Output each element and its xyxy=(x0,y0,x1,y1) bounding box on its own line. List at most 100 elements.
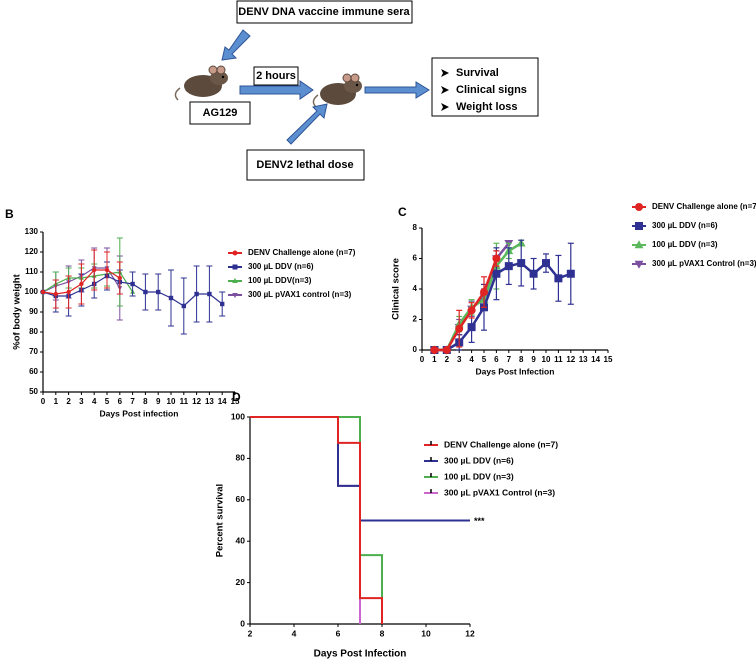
x-axis-label: Days Post infection xyxy=(100,408,179,418)
marker xyxy=(517,259,526,268)
mouse-icon xyxy=(312,73,362,108)
legend-marker xyxy=(232,278,238,283)
legend-marker xyxy=(635,222,643,230)
marker xyxy=(117,275,123,281)
marker xyxy=(442,346,451,354)
y-tick-label: 80 xyxy=(236,453,246,463)
x-tick-label: 12 xyxy=(566,355,575,364)
time-box xyxy=(253,66,299,86)
marker xyxy=(181,303,186,309)
legend-label: 100 µL DDV(n=3) xyxy=(248,276,312,285)
arrow xyxy=(364,81,430,99)
marker xyxy=(156,289,161,295)
marker xyxy=(492,269,501,278)
marker xyxy=(130,281,135,287)
legend-label: 100 µL DDV (n=3) xyxy=(444,471,514,481)
y-tick-label: 8 xyxy=(413,223,418,232)
legend-label: 300 µL pVAX1 Control (n=3) xyxy=(444,487,555,497)
x-tick-label: 2 xyxy=(248,628,253,638)
marker xyxy=(79,281,84,287)
y-tick-label: 110 xyxy=(25,267,38,276)
marker xyxy=(542,259,550,268)
x-tick-label: 8 xyxy=(519,355,524,364)
x-tick-label: 3 xyxy=(79,397,84,406)
x-tick-label: 0 xyxy=(41,397,46,406)
mouse-icon xyxy=(174,65,228,101)
marker xyxy=(92,267,97,273)
panel-label: D xyxy=(232,390,241,404)
outcome: Clinical signs xyxy=(456,84,527,96)
y-tick-label: 80 xyxy=(29,327,38,336)
x-tick-label: 13 xyxy=(205,397,214,406)
marker xyxy=(492,254,501,263)
x-tick-label: 4 xyxy=(292,628,297,638)
bullet xyxy=(441,69,449,77)
challenge-box xyxy=(246,149,365,181)
arrow xyxy=(221,29,251,61)
bullet xyxy=(441,103,449,111)
series-line xyxy=(434,242,522,352)
y-tick-label: 4 xyxy=(413,284,418,293)
legend-label: 300 µL DDV (n=6) xyxy=(248,262,314,271)
marker xyxy=(53,291,58,297)
y-tick-label: 70 xyxy=(29,347,38,356)
x-tick-label: 7 xyxy=(507,355,512,364)
marker xyxy=(40,289,46,295)
y-tick-label: 120 xyxy=(25,247,39,256)
legend-marker xyxy=(635,222,643,230)
marker xyxy=(168,295,174,301)
marker xyxy=(529,269,538,278)
y-axis-label: Clinical score xyxy=(391,258,402,320)
legend-label: 300 µL DDV (n=6) xyxy=(444,455,514,465)
marker xyxy=(220,301,225,307)
legend-label: DENV Challenge alone (n=7) xyxy=(652,202,756,211)
marker xyxy=(467,323,476,332)
legend-marker xyxy=(232,250,238,256)
legend-label: DENV Challenge alone (n=7) xyxy=(248,248,356,257)
outcome: Survival xyxy=(456,67,499,79)
x-tick-label: 0 xyxy=(420,355,425,364)
mouse-label: AG129 xyxy=(203,107,238,119)
x-tick-label: 2 xyxy=(66,397,71,406)
x-axis-label: Days Post Infection xyxy=(476,366,555,376)
legend-marker xyxy=(634,260,644,269)
y-tick-label: 6 xyxy=(413,254,418,263)
marker xyxy=(455,324,464,333)
legend-label: DENV Challenge alone (n=7) xyxy=(444,439,558,449)
y-tick-label: 100 xyxy=(231,411,245,421)
y-tick-label: 90 xyxy=(29,307,38,316)
marker xyxy=(554,274,563,283)
x-tick-label: 13 xyxy=(579,355,588,364)
sera-label: DENV DNA vaccine immune sera xyxy=(238,6,410,18)
outcome-box xyxy=(431,57,539,117)
x-tick-label: 6 xyxy=(336,628,341,638)
x-tick-label: 9 xyxy=(156,397,161,406)
x-tick-label: 9 xyxy=(531,355,536,364)
y-tick-label: 0 xyxy=(413,345,418,354)
x-tick-label: 6 xyxy=(494,355,499,364)
sera-box xyxy=(236,0,413,24)
x-tick-label: 12 xyxy=(465,628,475,638)
y-tick-label: 60 xyxy=(29,367,38,376)
y-tick-label: 60 xyxy=(236,494,246,504)
x-tick-label: 3 xyxy=(457,355,462,364)
x-tick-label: 10 xyxy=(421,628,431,638)
legend-label: 300 µL pVAX1 control (n=3) xyxy=(248,290,352,299)
y-axis-label: Percent survival xyxy=(215,484,226,557)
x-tick-label: 10 xyxy=(542,355,551,364)
x-tick-label: 11 xyxy=(554,355,563,364)
y-tick-label: 50 xyxy=(29,387,38,396)
x-tick-label: 8 xyxy=(143,397,148,406)
annotation: *** xyxy=(474,516,485,526)
legend-marker xyxy=(232,250,238,256)
legend-marker xyxy=(634,260,644,269)
mouse-box xyxy=(189,101,251,125)
y-tick-label: 0 xyxy=(240,618,245,628)
x-tick-label: 4 xyxy=(92,397,97,406)
legend-marker xyxy=(232,264,238,270)
x-tick-label: 10 xyxy=(167,397,176,406)
x-tick-label: 5 xyxy=(482,355,487,364)
x-tick-label: 2 xyxy=(445,355,450,364)
legend-marker xyxy=(635,203,643,211)
